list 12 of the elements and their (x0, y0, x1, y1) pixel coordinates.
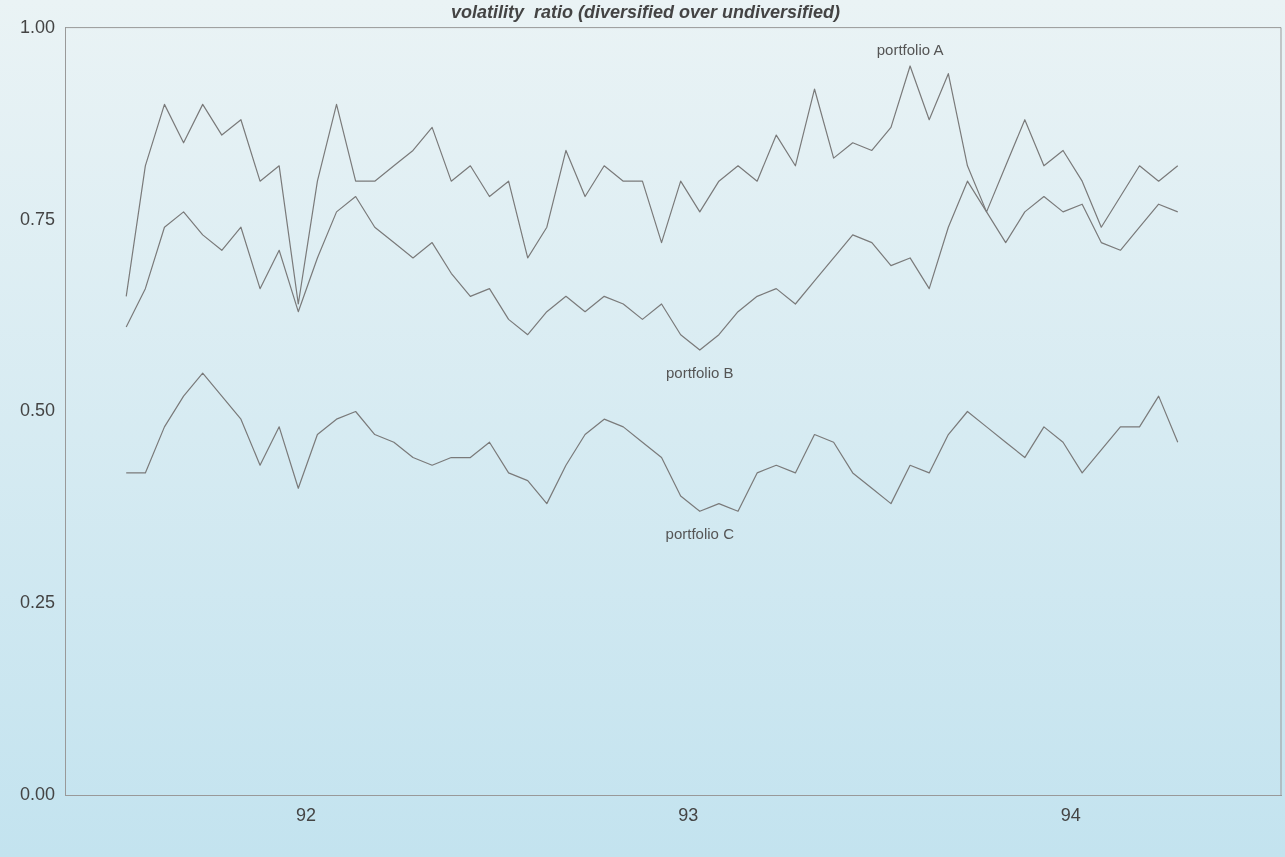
chart-title: volatility ratio (diversified over undiversified) (450, 1, 841, 22)
x-tick-label: 92 (295, 805, 316, 826)
series-label: portfolio C (665, 524, 735, 542)
y-tick-label: 0.25 (19, 592, 56, 613)
y-tick-label: 0.75 (19, 208, 56, 229)
series-label: portfolio B (666, 363, 734, 381)
y-tick-label: 0.00 (19, 784, 56, 805)
x-tick-label: 94 (1060, 805, 1081, 826)
y-tick-label: 1.00 (19, 16, 56, 37)
series-label: portfolio A (876, 40, 944, 58)
y-tick-label: 0.50 (19, 400, 56, 421)
x-tick-label: 93 (678, 805, 699, 826)
